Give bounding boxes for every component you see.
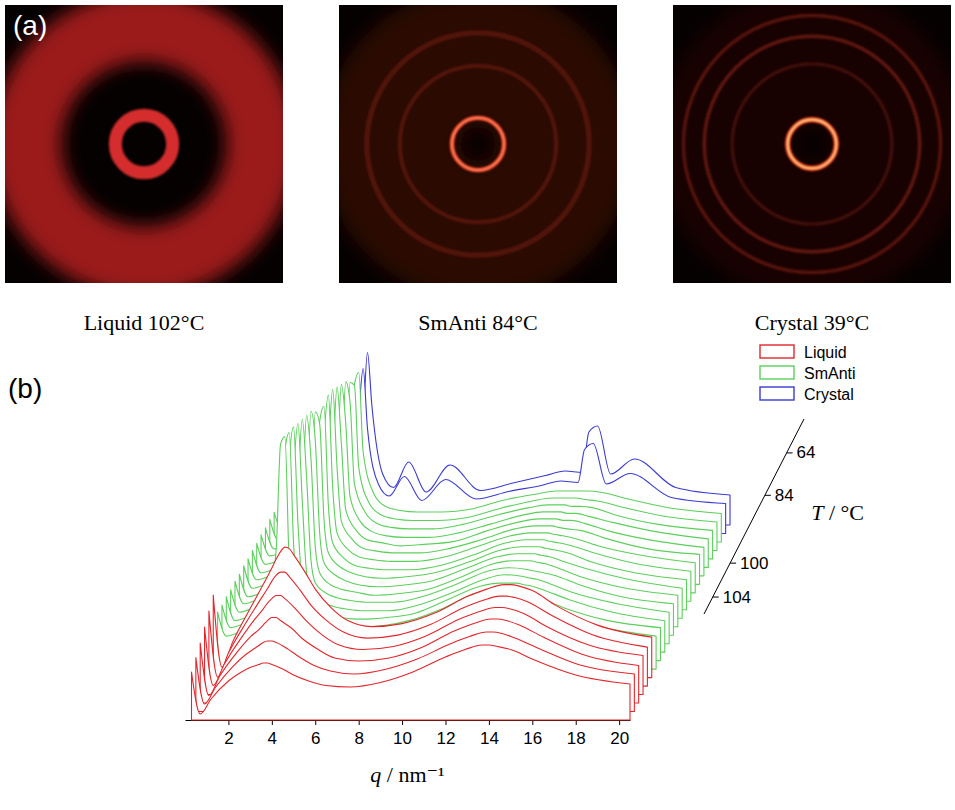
ring bbox=[732, 64, 892, 224]
x-tick-label: 8 bbox=[354, 729, 363, 748]
ring bbox=[704, 36, 919, 251]
ring bbox=[683, 15, 940, 272]
x-tick-label: 6 bbox=[311, 729, 320, 748]
x-tick-label: 12 bbox=[437, 729, 456, 748]
t-tick-mark bbox=[713, 597, 719, 598]
curves bbox=[192, 353, 730, 721]
legend-swatch bbox=[760, 345, 794, 358]
x-tick-label: 2 bbox=[224, 729, 233, 748]
image-caption: Crystal 39°C bbox=[755, 310, 870, 335]
legend: Liquid SmAnti Crystal bbox=[760, 344, 856, 403]
rings bbox=[683, 15, 940, 272]
image-background bbox=[339, 5, 617, 283]
legend-label: SmAnti bbox=[804, 365, 856, 382]
x-tick-label: 4 bbox=[268, 729, 277, 748]
x-tick: 16 bbox=[523, 720, 542, 748]
x-axis-title: q / nm⁻¹ bbox=[370, 762, 444, 787]
x-tick-mark bbox=[315, 720, 316, 725]
x-tick-label: 18 bbox=[567, 729, 586, 748]
ring bbox=[27, 27, 262, 262]
x-tick-label: 20 bbox=[610, 729, 629, 748]
t-tick-label: 84 bbox=[775, 486, 794, 505]
x-tick: 4 bbox=[268, 720, 277, 748]
x-tick: 12 bbox=[437, 720, 456, 748]
spectrum-curve bbox=[192, 645, 630, 720]
x-tick-mark bbox=[228, 720, 229, 725]
legend-label: Crystal bbox=[804, 386, 854, 403]
t-tick-label: 64 bbox=[797, 443, 816, 462]
diffraction-image bbox=[5, 5, 283, 283]
rings bbox=[367, 33, 589, 255]
image-background bbox=[5, 5, 283, 283]
x-axis: 2 4 6 8 10 12 14 16 18 20 bbox=[186, 720, 631, 748]
x-tick: 18 bbox=[567, 720, 586, 748]
x-tick: 10 bbox=[393, 720, 412, 748]
ring bbox=[725, 57, 899, 231]
rings bbox=[27, 27, 262, 262]
t-tick-mark bbox=[787, 452, 793, 453]
x-tick-mark bbox=[402, 720, 403, 725]
ring bbox=[452, 118, 504, 170]
x-tick-mark bbox=[272, 720, 273, 725]
diffraction-image bbox=[673, 5, 951, 283]
x-tick-label: 14 bbox=[480, 729, 499, 748]
ring bbox=[367, 33, 589, 255]
x-tick: 14 bbox=[480, 720, 499, 748]
x-tick-mark bbox=[532, 720, 533, 725]
t-tick-label: 100 bbox=[740, 554, 768, 573]
x-tick-mark bbox=[359, 720, 360, 725]
panel-label: (a) bbox=[13, 10, 47, 41]
ring bbox=[391, 57, 565, 231]
t-axis-title: T / °C bbox=[811, 500, 864, 525]
ring bbox=[788, 120, 837, 169]
legend-label: Liquid bbox=[804, 344, 847, 361]
legend-swatch bbox=[760, 387, 794, 400]
image-background bbox=[673, 5, 951, 283]
figure: Liquid 102°C SmAnti 84°C Crystal 39°C (a) 2 4… bbox=[0, 0, 955, 810]
t-axis-line bbox=[704, 419, 804, 614]
x-tick-mark bbox=[619, 720, 620, 725]
t-tick-label: 104 bbox=[723, 588, 751, 607]
diffraction-image bbox=[339, 5, 617, 283]
t-tick-mark bbox=[730, 563, 736, 564]
x-tick-mark bbox=[576, 720, 577, 725]
x-tick: 6 bbox=[311, 720, 320, 748]
ring bbox=[452, 118, 504, 170]
legend-swatch bbox=[760, 366, 794, 379]
ring bbox=[400, 66, 556, 222]
ring bbox=[788, 120, 837, 169]
t-axis: 104 100 84 64 bbox=[704, 419, 816, 614]
panel-label: (b) bbox=[8, 373, 42, 404]
x-tick: 20 bbox=[610, 720, 629, 748]
x-tick: 2 bbox=[224, 720, 233, 748]
t-tick-mark bbox=[765, 495, 771, 496]
image-caption: SmAnti 84°C bbox=[418, 310, 537, 335]
x-tick-label: 16 bbox=[523, 729, 542, 748]
ring bbox=[115, 115, 172, 172]
x-tick-mark bbox=[489, 720, 490, 725]
x-tick: 8 bbox=[354, 720, 363, 748]
image-caption: Liquid 102°C bbox=[84, 310, 205, 335]
x-tick-mark bbox=[445, 720, 446, 725]
x-tick-label: 10 bbox=[393, 729, 412, 748]
